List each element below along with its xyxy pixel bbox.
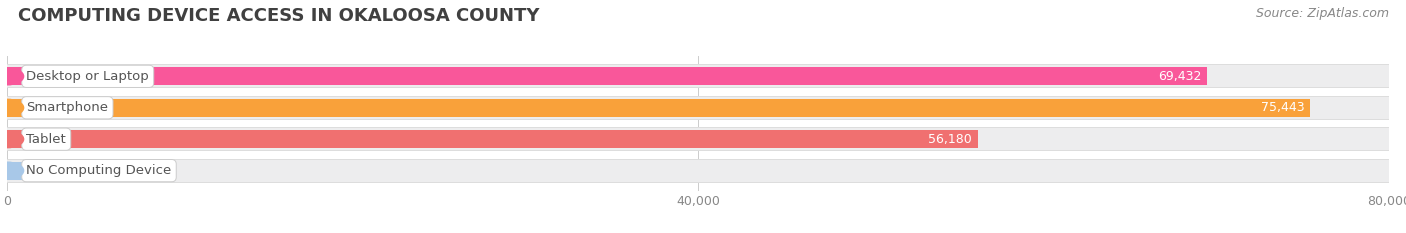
Bar (7, 159, 1389, 183)
Bar (7, 161, 67, 180)
Ellipse shape (0, 68, 24, 85)
Text: Desktop or Laptop: Desktop or Laptop (27, 70, 149, 83)
Bar (7, 99, 1310, 117)
Text: Source: ZipAtlas.com: Source: ZipAtlas.com (1256, 7, 1389, 20)
Ellipse shape (0, 131, 24, 148)
Text: COMPUTING DEVICE ACCESS IN OKALOOSA COUNTY: COMPUTING DEVICE ACCESS IN OKALOOSA COUN… (18, 7, 540, 25)
Bar (7, 127, 1389, 151)
Ellipse shape (0, 162, 24, 179)
Text: 69,432: 69,432 (1157, 70, 1201, 83)
Bar (7, 65, 1389, 87)
Bar (7, 128, 1389, 150)
Text: No Computing Device: No Computing Device (27, 164, 172, 177)
Text: 3,534: 3,534 (79, 164, 115, 177)
Bar (7, 64, 1389, 88)
Bar (7, 96, 1389, 120)
Text: 56,180: 56,180 (928, 133, 972, 146)
Text: 75,443: 75,443 (1261, 101, 1305, 114)
Bar (7, 130, 977, 148)
Text: Smartphone: Smartphone (27, 101, 108, 114)
Bar (7, 97, 1389, 119)
Ellipse shape (0, 99, 24, 116)
Bar (7, 160, 1389, 182)
Bar (7, 67, 1206, 86)
Text: Tablet: Tablet (27, 133, 66, 146)
